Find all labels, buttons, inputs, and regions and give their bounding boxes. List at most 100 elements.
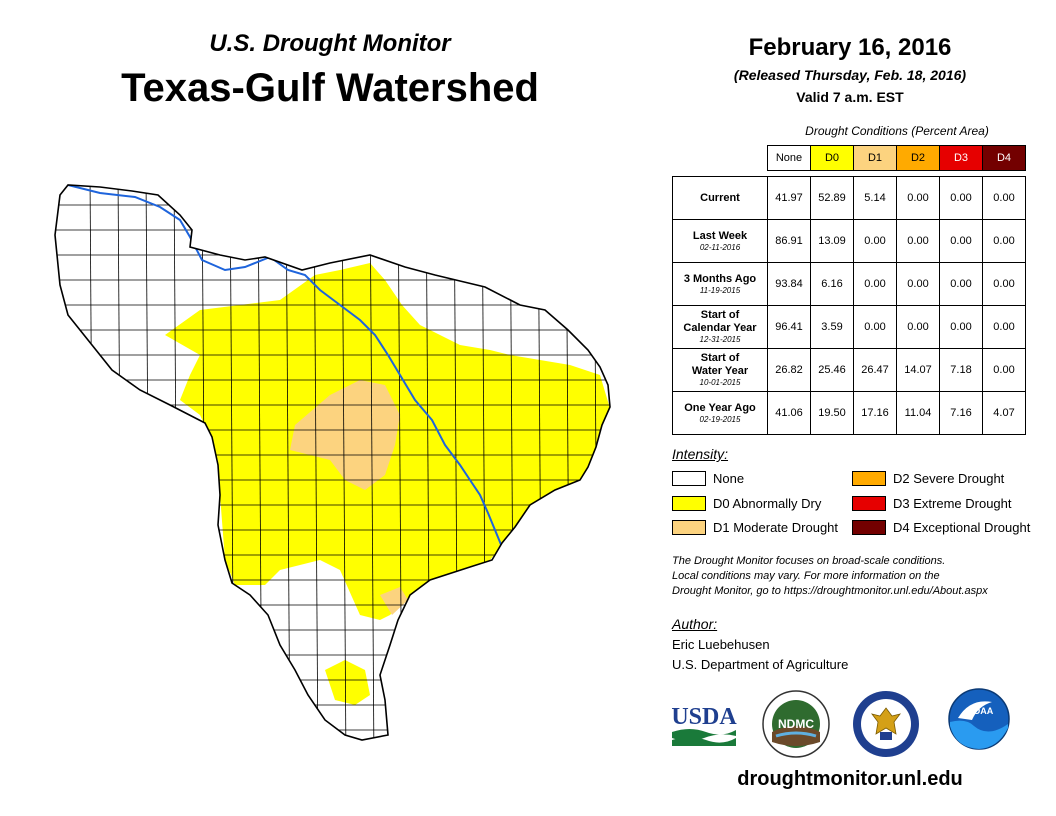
table-cell: 0.00 xyxy=(853,219,897,263)
table-caption: Drought Conditions (Percent Area) xyxy=(805,124,989,138)
d1-area xyxy=(290,380,400,490)
river xyxy=(67,185,503,548)
legend-swatch xyxy=(852,496,886,511)
legend-swatch xyxy=(672,471,706,486)
row-date: 10-01-2015 xyxy=(699,378,741,387)
note-line: Local conditions may vary. For more info… xyxy=(672,570,940,582)
map-subtitle: U.S. Drought Monitor xyxy=(209,30,451,57)
table-corner xyxy=(673,146,768,171)
table-cell: 0.00 xyxy=(853,262,897,306)
noaa-logo: NOAA xyxy=(948,688,1010,750)
table-cell: 19.50 xyxy=(810,391,854,435)
table-cell: 0.00 xyxy=(896,262,940,306)
legend-item-d4: D4 Exceptional Drought xyxy=(852,520,1030,535)
usda-logo-text: USDA xyxy=(671,704,737,730)
table-cell: 41.97 xyxy=(767,176,811,220)
table-cell: 0.00 xyxy=(896,305,940,349)
table-cell: 0.00 xyxy=(939,176,983,220)
table-cell: 6.16 xyxy=(810,262,854,306)
legend-item-d2: D2 Severe Drought xyxy=(852,471,1004,486)
table-cell: 0.00 xyxy=(982,262,1026,306)
legend-item-d0: D0 Abnormally Dry xyxy=(672,496,821,511)
table-row: Start of Water Year 10-01-2015 26.82 25.46… xyxy=(672,348,1026,392)
table-row: Last Week 02-11-2016 86.91 13.09 0.00 0.0… xyxy=(672,219,1026,263)
author-name: Eric Luebehusen xyxy=(672,637,770,652)
table-cell: 0.00 xyxy=(896,176,940,220)
row-date: 02-19-2015 xyxy=(699,414,741,424)
table-cell: 17.16 xyxy=(853,391,897,435)
legend-swatch xyxy=(672,520,706,535)
website-url: droughtmonitor.unl.edu xyxy=(737,768,963,790)
col-header-d1: D1 xyxy=(853,145,897,171)
col-header-d3: D3 xyxy=(939,145,983,171)
table-cell: 0.00 xyxy=(982,176,1026,220)
table-cell: 93.84 xyxy=(767,262,811,306)
watershed-map xyxy=(54,184,611,741)
row-date: 11-19-2015 xyxy=(699,285,741,295)
eagle-seal-icon xyxy=(871,707,901,735)
table-cell: 7.16 xyxy=(939,391,983,435)
table-cell: 86.91 xyxy=(767,219,811,263)
table-header-row: None D0 D1 D2 D3 D4 xyxy=(673,145,1026,171)
legend-swatch xyxy=(852,471,886,486)
d0-area-south xyxy=(325,660,370,705)
table-cell: 11.04 xyxy=(896,391,940,435)
legend-label: None xyxy=(713,471,745,486)
legend-label: D4 Exceptional Drought xyxy=(893,520,1031,535)
ndmc-logo: NDMC xyxy=(762,690,830,758)
legend-label: D2 Severe Drought xyxy=(893,471,1005,486)
table-cell: 0.00 xyxy=(896,219,940,263)
drought-conditions-table: None D0 D1 D2 D3 D4 Current 41.97 52.89 … xyxy=(672,145,1026,435)
legend-item-d3: D3 Extreme Drought xyxy=(852,496,1012,511)
table-cell: 0.00 xyxy=(939,262,983,306)
valid-time: Valid 7 a.m. EST xyxy=(796,89,904,105)
legend-swatch xyxy=(672,496,706,511)
table-cell: 14.07 xyxy=(896,348,940,392)
table-cell: 25.46 xyxy=(810,348,854,392)
table-row: Start of Calendar Year 12-31-2015 96.41 3.… xyxy=(672,305,1026,349)
table-cell: 96.41 xyxy=(767,305,811,349)
note-line: Drought Monitor, go to https://droughtmo… xyxy=(672,585,988,597)
col-header-d0: D0 xyxy=(810,145,854,171)
legend-item-d1: D1 Moderate Drought xyxy=(672,520,838,535)
table-cell: 0.00 xyxy=(982,348,1026,392)
row-label-3-months-ago: 3 Months Ago 11-19-2015 xyxy=(672,262,768,306)
table-row: 3 Months Ago 11-19-2015 93.84 6.16 0.00 0… xyxy=(672,262,1026,306)
col-header-d4: D4 xyxy=(982,145,1026,171)
ndmc-logo-text: NDMC xyxy=(778,717,814,731)
table-cell: 0.00 xyxy=(939,219,983,263)
row-date: 12-31-2015 xyxy=(699,335,741,344)
row-label-current: Current xyxy=(672,176,768,220)
row-date: 02-11-2016 xyxy=(699,242,741,252)
row-label-start-calendar-year: Start of Calendar Year 12-31-2015 xyxy=(672,305,768,349)
legend-label: D1 Moderate Drought xyxy=(713,520,839,535)
release-date: (Released Thursday, Feb. 18, 2016) xyxy=(733,67,967,83)
legend-label: D0 Abnormally Dry xyxy=(713,496,822,511)
table-cell: 0.00 xyxy=(939,305,983,349)
table-cell: 5.14 xyxy=(853,176,897,220)
table-cell: 26.82 xyxy=(767,348,811,392)
row-label-last-week: Last Week 02-11-2016 xyxy=(672,219,768,263)
table-cell: 13.09 xyxy=(810,219,854,263)
author-heading: Author: xyxy=(672,616,718,632)
report-date: February 16, 2016 xyxy=(748,34,952,61)
table-row: Current 41.97 52.89 5.14 0.00 0.00 0.00 xyxy=(672,176,1026,220)
table-row: One Year Ago 02-19-2015 41.06 19.50 17.16… xyxy=(672,391,1026,435)
table-cell: 0.00 xyxy=(982,305,1026,349)
commerce-seal-logo xyxy=(853,691,919,757)
usda-logo: USDA xyxy=(671,704,737,746)
table-cell: 0.00 xyxy=(982,219,1026,263)
legend-item-none: None xyxy=(672,471,744,486)
table-cell: 3.59 xyxy=(810,305,854,349)
note-line: The Drought Monitor focuses on broad-sca… xyxy=(672,555,946,567)
author-org: U.S. Department of Agriculture xyxy=(672,657,849,672)
row-label-start-water-year: Start of Water Year 10-01-2015 xyxy=(672,348,768,392)
row-label-one-year-ago: One Year Ago 02-19-2015 xyxy=(672,391,768,435)
legend-heading: Intensity: xyxy=(672,446,729,462)
table-cell: 0.00 xyxy=(853,305,897,349)
legend-label: D3 Extreme Drought xyxy=(893,496,1012,511)
table-cell: 7.18 xyxy=(939,348,983,392)
table-cell: 4.07 xyxy=(982,391,1026,435)
map-title: Texas-Gulf Watershed xyxy=(121,66,539,110)
table-cell: 26.47 xyxy=(853,348,897,392)
